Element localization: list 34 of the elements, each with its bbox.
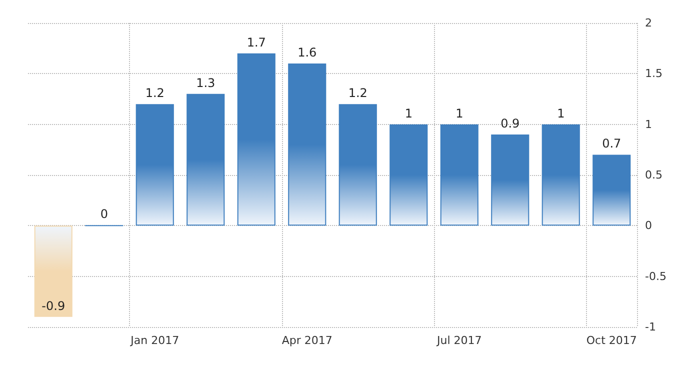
data-label: -0.9 <box>42 298 66 313</box>
data-label: 1.3 <box>196 76 216 90</box>
data-label: 0.9 <box>500 116 520 130</box>
data-label: 0 <box>100 207 108 222</box>
data-label: 1.7 <box>246 35 266 50</box>
y-tick-label: 2 <box>645 16 652 30</box>
x-tick-label: Jan 2017 <box>130 334 180 347</box>
x-tick-label: Apr 2017 <box>282 334 332 347</box>
data-label: 1 <box>557 106 565 120</box>
bar <box>288 64 326 226</box>
y-tick-label: -1 <box>645 320 656 334</box>
bar <box>542 124 580 226</box>
bar <box>440 124 478 226</box>
bar <box>338 104 377 226</box>
y-tick-label: 0 <box>645 219 652 232</box>
bar <box>592 154 631 226</box>
y-tick-label: 1 <box>645 118 652 131</box>
data-label: 1.2 <box>145 86 164 100</box>
bar <box>136 104 174 226</box>
data-label: 1 <box>404 106 412 120</box>
data-label: 0.7 <box>602 136 622 151</box>
y-tick-label: 0.5 <box>645 168 662 182</box>
bar <box>186 94 225 226</box>
bar <box>34 226 72 317</box>
bar <box>491 134 530 226</box>
y-tick-label: 1.5 <box>645 67 662 80</box>
bar <box>390 124 428 226</box>
data-label: 1.2 <box>348 86 368 100</box>
x-tick-label: Oct 2017 <box>586 334 637 347</box>
y-tick-label: -0.5 <box>645 270 666 283</box>
data-label: 1 <box>456 106 464 120</box>
bar <box>237 53 276 226</box>
data-label: 1.6 <box>298 46 317 60</box>
x-tick-label: Jul 2017 <box>436 334 482 347</box>
